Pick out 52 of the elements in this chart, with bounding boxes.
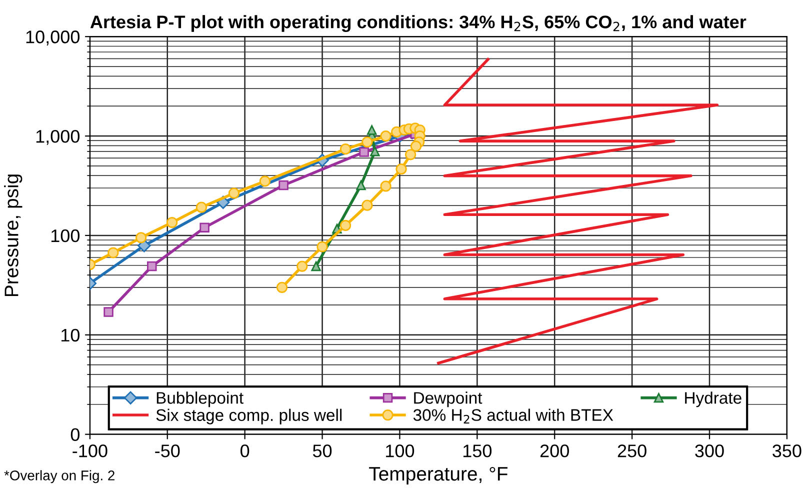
- point: [259, 176, 271, 187]
- point: [356, 180, 366, 190]
- point: [340, 143, 352, 155]
- x-tick-label: 50: [312, 444, 332, 458]
- y-tick-label: 10: [62, 328, 80, 342]
- chart-title: Artesia P-T plot with operating conditions: 34% H$_{2}$S, 65% CO$_{2}$, 1% and water: [90, 15, 746, 32]
- x-tick-label: 300: [695, 444, 724, 458]
- legend-label: Bubblepoint: [156, 392, 244, 408]
- legend-label: Hydrate: [685, 392, 742, 408]
- x-tick-label: 250: [618, 444, 646, 458]
- point: [278, 180, 288, 190]
- point: [104, 307, 114, 317]
- point: [108, 247, 119, 258]
- legend-label: Six stage comp. plus well: [156, 408, 342, 424]
- point: [276, 282, 288, 294]
- legend-label: 30% H$_{2}$S actual with BTEX: [413, 408, 614, 424]
- point: [135, 232, 147, 244]
- x-tick-label: 150: [463, 444, 492, 458]
- x-tick-label: 200: [540, 444, 569, 458]
- y-axis-title: Pressure, psig: [4, 174, 22, 296]
- point: [228, 188, 240, 199]
- x-tick-label: -50: [155, 444, 180, 458]
- point: [366, 125, 377, 135]
- legend-label: Dewpoint: [414, 392, 482, 408]
- text: *Overlay on Fig. 2: [4, 470, 114, 484]
- x-tick-label: 100: [386, 444, 414, 458]
- point: [166, 216, 178, 228]
- point: [362, 136, 373, 148]
- point: [362, 200, 373, 211]
- point: [147, 261, 157, 272]
- y-tick-label: 1,000: [36, 130, 80, 145]
- y-tick-label: 0: [70, 428, 80, 442]
- x-tick-label: 0: [240, 444, 250, 458]
- point: [196, 202, 208, 213]
- point: [296, 260, 308, 272]
- line-series: [437, 58, 719, 365]
- point: [396, 164, 407, 175]
- point: [316, 241, 328, 252]
- x-tick-label: 350: [772, 444, 802, 458]
- point: [311, 261, 321, 272]
- point: [410, 140, 422, 152]
- point: [380, 180, 392, 192]
- point: [380, 130, 392, 142]
- x-tick-label: -100: [72, 444, 108, 458]
- point: [200, 222, 210, 232]
- point: [340, 220, 352, 232]
- point: [370, 146, 380, 156]
- point: [359, 147, 369, 157]
- x-axis-title: Temperature, °F: [369, 466, 508, 485]
- point: [405, 149, 416, 160]
- y-tick-label: 10,000: [26, 30, 80, 46]
- y-tick-label: 100: [51, 229, 80, 242]
